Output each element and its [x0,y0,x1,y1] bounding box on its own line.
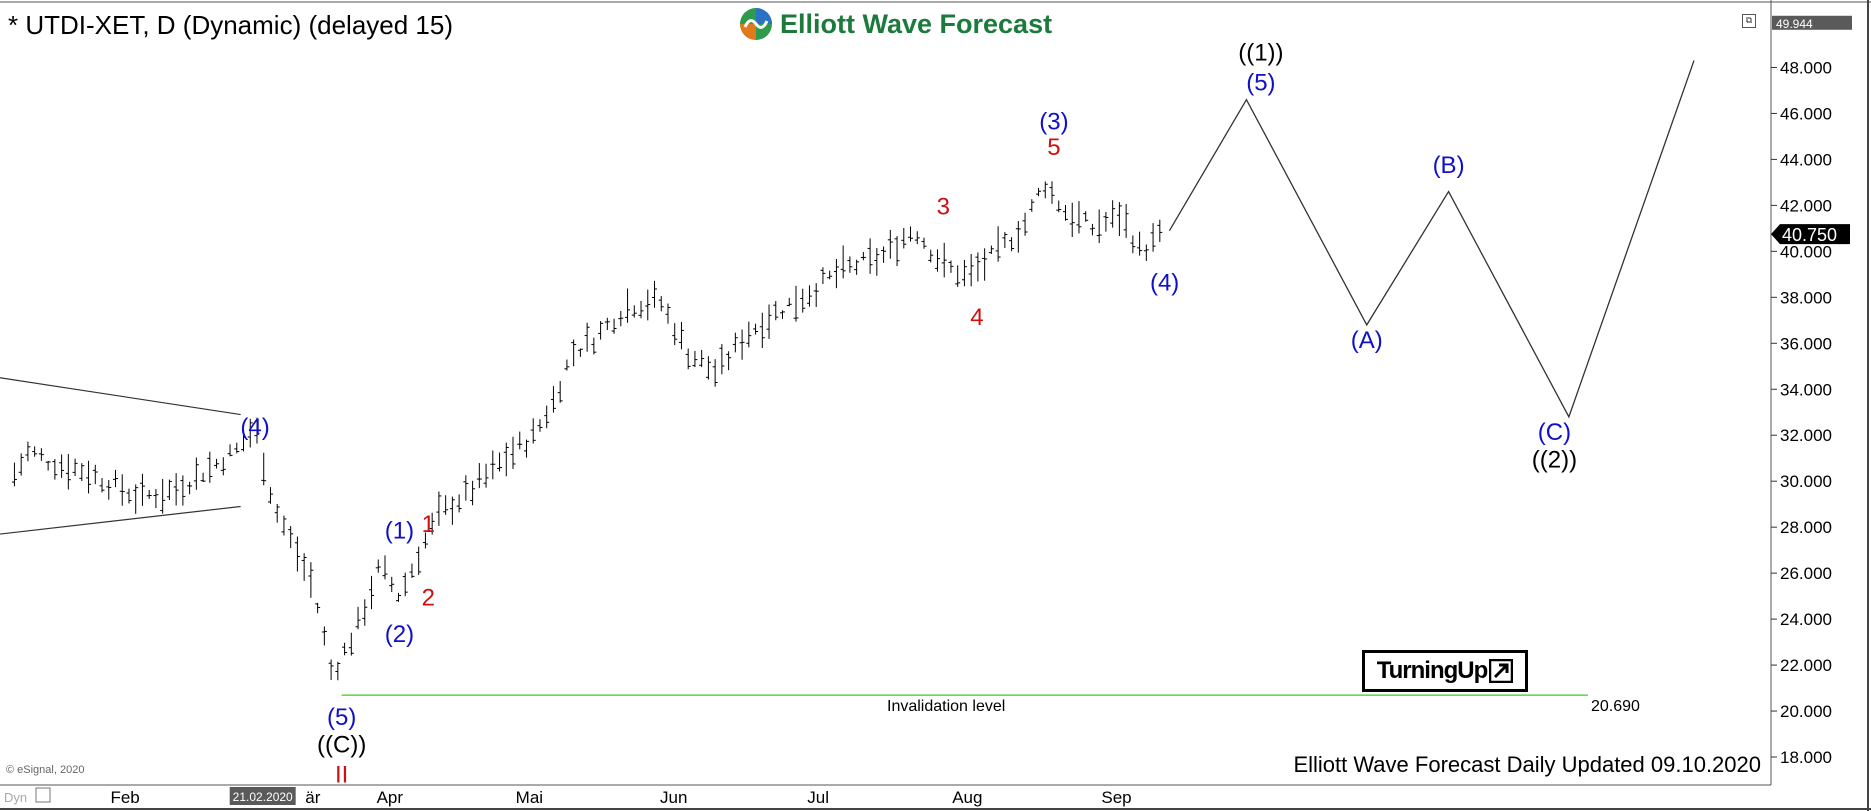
brand-name: Elliott Wave Forecast [780,8,1053,39]
y-tick-label: 46.000 [1780,104,1832,123]
wave-label: 3 [937,194,950,221]
wave-label: II [335,761,348,788]
wave-label: 2 [422,584,435,611]
chart-menu-icon[interactable] [35,787,51,803]
date-cursor-box [229,787,296,805]
x-tick-label: Jun [660,788,687,807]
chart-title: * UTDI-XET, D (Dynamic) (delayed 15) [8,10,453,40]
triangle-trendline [0,505,241,535]
wave-label: ((2)) [1532,446,1577,473]
y-tick-label: 28.000 [1780,518,1832,537]
top-value-box [1772,15,1852,30]
y-tick-label: 40.000 [1780,242,1832,261]
wave-label: (C) [1538,419,1571,446]
wave-label: (A) [1351,327,1383,354]
y-tick-label: 44.000 [1780,150,1832,169]
wave-label: (1) [385,518,414,545]
top-value-label: 49.944 [1776,17,1813,31]
elliott-wave-logo-icon [740,8,772,40]
x-tick-label: är [305,788,320,807]
y-tick-label: 24.000 [1780,610,1832,629]
y-tick-label: 26.000 [1780,564,1832,583]
y-tick-label: 38.000 [1780,288,1832,307]
y-tick-label: 20.000 [1780,702,1832,721]
wave-label: (B) [1433,152,1465,179]
brand-logo: Elliott Wave Forecast [738,6,1052,42]
x-tick-label: Aug [952,788,982,807]
y-tick-label: 48.000 [1780,58,1832,77]
x-tick-label: Feb [110,788,139,807]
y-tick-label: 22.000 [1780,656,1832,675]
x-tick-label: Mai [516,788,543,807]
x-tick-label: Jul [807,788,829,807]
wave-label: (4) [1150,269,1179,296]
dyn-corner-label: Dyn [4,790,27,805]
update-footer: Elliott Wave Forecast Daily Updated 09.1… [1293,752,1761,777]
wave-label: (3) [1039,109,1068,136]
wave-label: (2) [385,621,414,648]
wave-label: (4) [240,414,269,441]
invalidation-value: 20.690 [1591,698,1640,715]
restore-window-icon[interactable]: ⧉ [1742,14,1756,28]
turning-up-badge: TurningUp [1362,650,1528,692]
wave-label: ((C)) [317,731,366,758]
projection-path [1168,60,1695,419]
wave-label: (5) [327,704,356,731]
triangle-trendline [0,377,241,416]
arrow-up-right-icon [1489,659,1514,683]
wave-label: ((1)) [1238,40,1283,67]
wave-label: (5) [1246,69,1275,96]
y-tick-label: 42.000 [1780,196,1832,215]
y-tick-label: 34.000 [1780,380,1832,399]
y-tick-label: 32.000 [1780,426,1832,445]
badge-label: TurningUp [1376,657,1489,684]
x-tick-label: Sep [1101,788,1131,807]
y-tick-label: 30.000 [1780,472,1832,491]
invalidation-label: Invalidation level [887,698,1006,715]
wave-label: 4 [970,304,983,331]
wave-label: 5 [1047,134,1060,161]
date-cursor-label: 21.02.2020 [233,790,293,804]
wave-label: 1 [422,511,435,538]
y-tick-label: 36.000 [1780,334,1832,353]
y-tick-label: 18.000 [1780,748,1832,767]
last-price-label: 40.750 [1782,225,1837,245]
last-price-tag [1771,224,1850,245]
copyright: © eSignal, 2020 [6,764,85,776]
x-tick-label: Apr [377,788,404,807]
